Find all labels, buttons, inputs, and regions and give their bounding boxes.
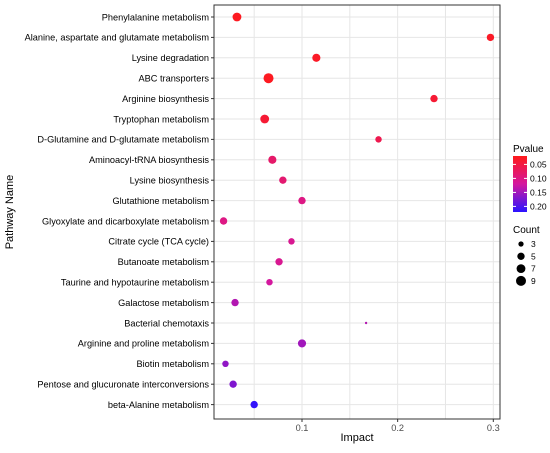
y-tick-label: Alanine, aspartate and glutamate metabol… [25,33,210,43]
y-tick-label: Glutathione metabolism [112,196,209,206]
y-tick-label: beta-Alanine metabolism [108,400,209,410]
count-legend-label: 7 [531,264,536,274]
point-arginine-biosynthesis [430,94,438,103]
count-legend-dot [516,275,526,286]
plot-border [213,4,501,420]
count-legend: Count 3 5 7 9 [513,225,540,286]
count-legend-dot [516,264,526,274]
point-citrate-cycle-tca-cycle [288,238,295,245]
y-tick-label: Lysine biosynthesis [130,176,210,186]
y-tick-label: Aminoacyl-tRNA biosynthesis [89,155,209,165]
point-pentose-and-glucuronate-interconversions [229,380,237,388]
count-legend-label: 3 [531,239,536,249]
y-axis-title: Pathway Name [4,175,16,250]
point-lysine-biosynthesis [279,176,287,184]
y-tick-label: Citrate cycle (TCA cycle) [108,237,209,247]
y-tick-label: Biotin metabolism [136,359,209,369]
y-tick-label: ABC transporters [139,74,210,84]
point-beta-alanine-metabolism [250,400,258,409]
point-glutathione-metabolism [298,196,306,205]
point-arginine-and-proline-metabolism [297,339,307,348]
point-phenylalanine-metabolism [232,12,242,22]
point-taurine-and-hypotaurine-metabolism [266,278,273,286]
point-abc-transporters [263,73,274,84]
x-axis: 0.1 0.2 0.3 [296,419,500,433]
y-axis: Phenylalanine metabolism Alanine, asparta… [25,12,214,410]
x-tick-label: 0.3 [487,423,500,433]
x-axis-title: Impact [340,432,373,444]
y-tick-label: Tryptophan metabolism [113,114,209,124]
y-tick-label: Glyoxylate and dicarboxylate metabolism [42,216,209,226]
count-legend-dot [518,241,524,247]
point-d-glutamine-and-d-glutamate-metabolism [375,136,382,143]
pvalue-legend-title: Pvalue [513,144,544,155]
count-legend-label: 9 [531,276,536,286]
x-tick-label: 0.1 [296,423,309,433]
y-tick-label: Arginine biosynthesis [122,94,209,104]
point-aminoacyl-trna-biosynthesis [268,155,277,164]
y-tick-label: Lysine degradation [132,53,209,63]
pvalue-tick-label: 0.20 [530,201,547,211]
count-legend-label: 5 [531,251,536,261]
pvalue-legend: Pvalue 0.05 0.10 0.15 0.20 [513,144,547,212]
pvalue-colorbar [513,156,527,212]
point-alanine-aspartate-and-glutamate-metabolism [486,33,495,42]
y-tick-label: Pentose and glucuronate interconversions [37,380,209,390]
pvalue-tick-label: 0.15 [530,187,547,197]
y-tick-label: D-Glutamine and D-glutamate metabolism [37,135,209,145]
count-legend-dot [517,252,525,260]
pvalue-tick-label: 0.05 [530,159,547,169]
y-tick-label: Butanoate metabolism [118,257,210,267]
point-glyoxylate-and-dicarboxylate-metabolism [219,217,228,225]
x-tick-label: 0.2 [391,423,404,433]
point-lysine-degradation [312,53,321,62]
plot-panel [214,5,500,419]
count-legend-title: Count [513,225,540,236]
point-galactose-metabolism [231,298,239,307]
point-butanoate-metabolism [275,258,283,266]
y-tick-label: Arginine and proline metabolism [78,339,210,349]
data-points [219,12,495,409]
y-tick-label: Galactose metabolism [118,298,209,308]
y-tick-label: Bacterial chemotaxis [124,318,209,328]
point-bacterial-chemotaxis [364,321,368,325]
point-biotin-metabolism [222,360,229,368]
y-tick-label: Taurine and hypotaurine metabolism [61,278,209,288]
point-tryptophan-metabolism [260,114,270,124]
y-tick-label: Phenylalanine metabolism [102,12,210,22]
pvalue-tick-label: 0.10 [530,173,547,183]
